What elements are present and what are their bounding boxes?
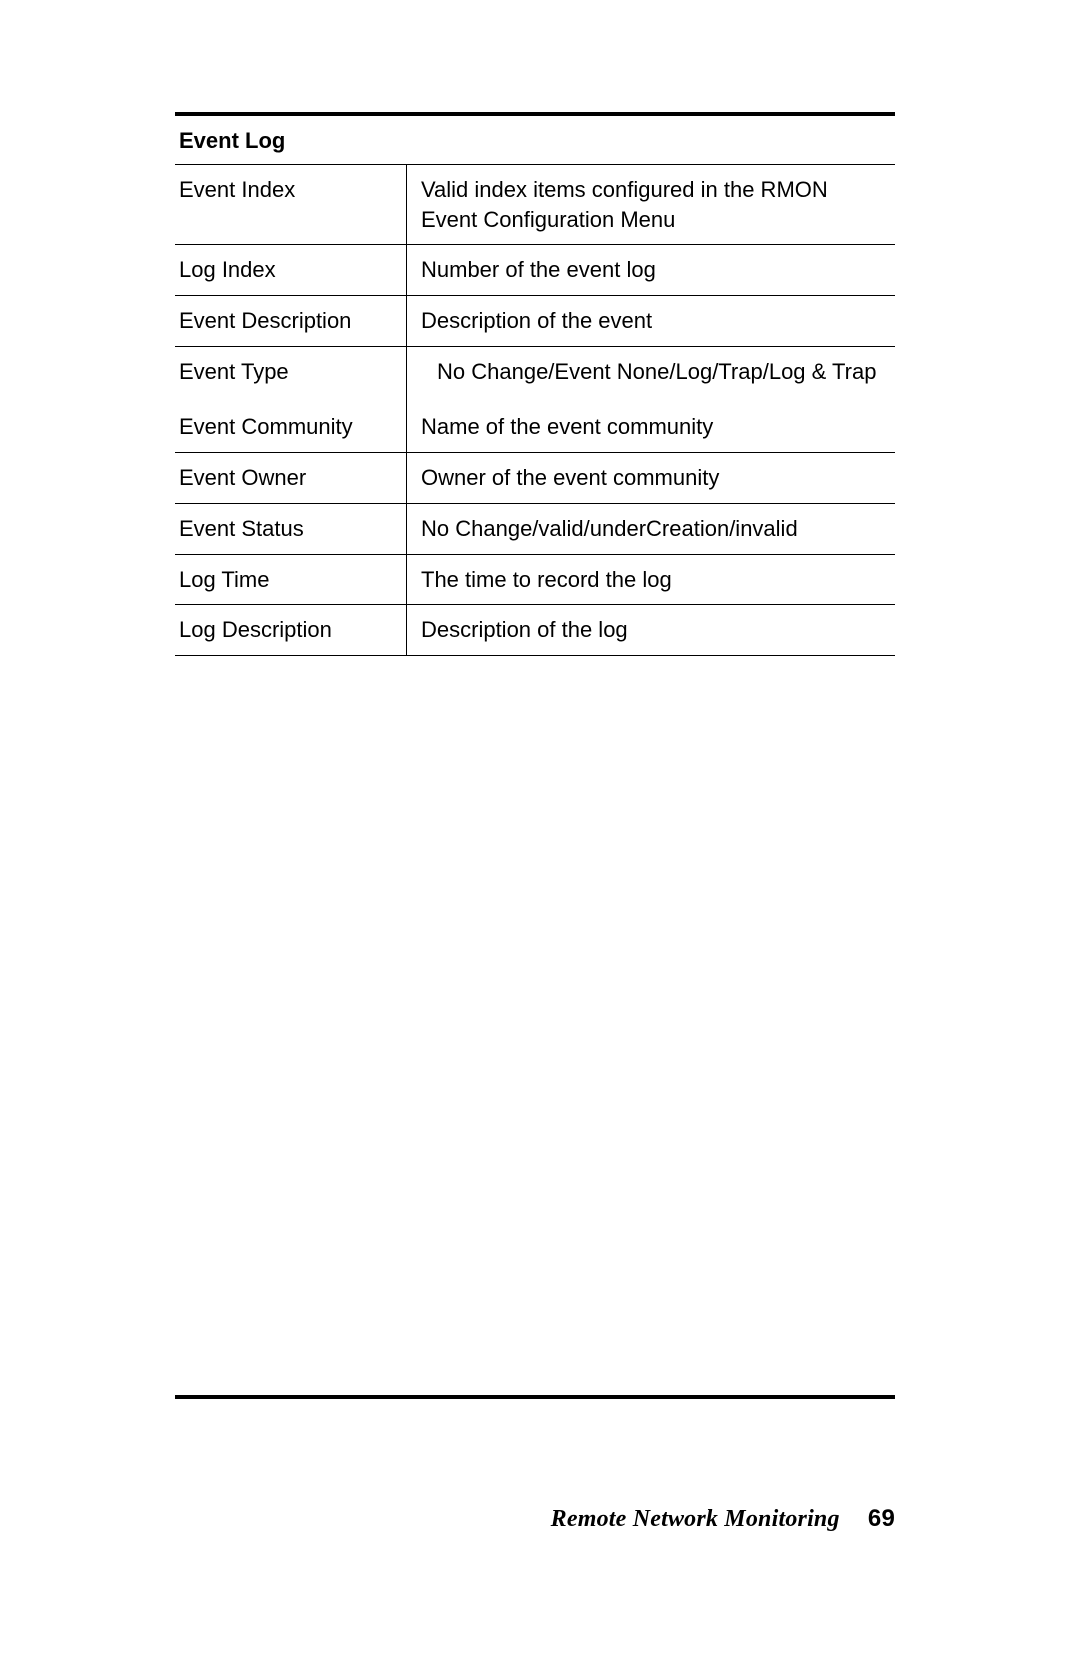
table-row: Event CommunityName of the event communi… [175,396,895,452]
term-cell: Log Index [175,245,407,296]
event-log-table-body: Event IndexValid index items configured … [175,165,895,655]
table-row: Log IndexNumber of the event log [175,245,895,296]
content-area: Event Log Event IndexValid index items c… [175,112,895,656]
definition-cell: Description of the log [407,605,896,656]
definition-cell: No Change/valid/underCreation/invalid [407,503,896,554]
table-row: Log TimeThe time to record the log [175,554,895,605]
term-cell: Event Community [175,396,407,452]
term-cell: Event Type [175,346,407,396]
term-cell: Event Description [175,296,407,347]
term-cell: Event Status [175,503,407,554]
footer-section-title: Remote Network Monitoring [551,1506,840,1532]
page: Event Log Event IndexValid index items c… [0,0,1080,1669]
definition-cell: No Change/Event None/Log/Trap/Log & Trap [407,346,896,396]
term-cell: Log Description [175,605,407,656]
definition-cell: Number of the event log [407,245,896,296]
top-rule [175,112,895,116]
definition-cell: Owner of the event community [407,453,896,504]
table-row: Event StatusNo Change/valid/underCreatio… [175,503,895,554]
term-cell: Log Time [175,554,407,605]
table-row: Event DescriptionDescription of the even… [175,296,895,347]
definition-cell: Description of the event [407,296,896,347]
event-log-table: Event IndexValid index items configured … [175,165,895,656]
table-row: Event IndexValid index items configured … [175,165,895,245]
definition-cell: Valid index items configured in the RMON… [407,165,896,245]
term-cell: Event Owner [175,453,407,504]
term-cell: Event Index [175,165,407,245]
definition-cell: Name of the event community [407,396,896,452]
page-footer: Remote Network Monitoring 69 [551,1505,895,1533]
table-row: Event TypeNo Change/Event None/Log/Trap/… [175,346,895,396]
footer-rule [175,1395,895,1399]
footer-page-number: 69 [868,1505,895,1532]
table-row: Log DescriptionDescription of the log [175,605,895,656]
definition-cell: The time to record the log [407,554,896,605]
table-title: Event Log [175,128,895,164]
table-row: Event OwnerOwner of the event community [175,453,895,504]
